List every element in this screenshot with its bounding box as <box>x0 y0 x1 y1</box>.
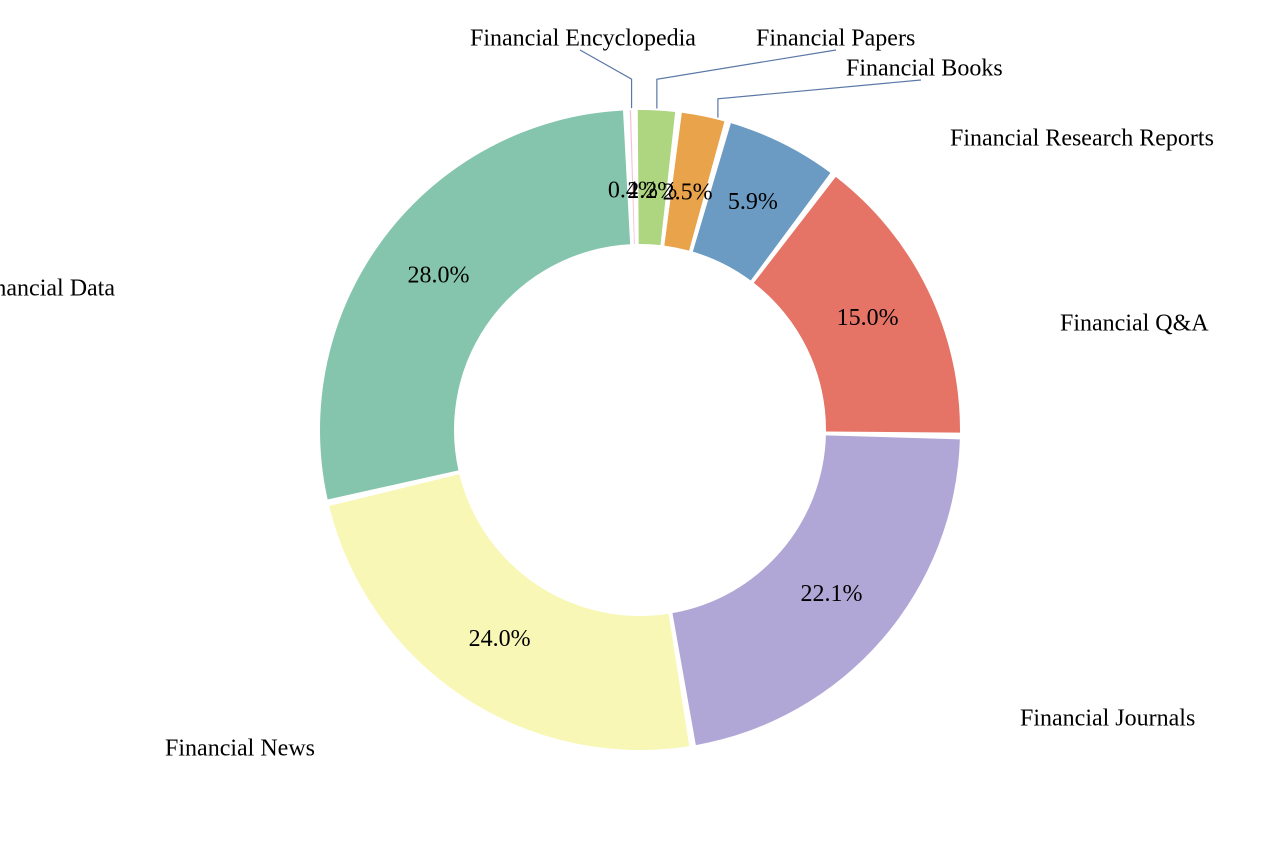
slice-category-label: Financial Books <box>846 56 1003 82</box>
slice-percent: 2.5% <box>663 179 713 205</box>
leader-line <box>657 50 836 108</box>
slice-percent: 15.0% <box>837 305 899 331</box>
slice-category-label: Financial Journals <box>1020 706 1195 732</box>
leader-line <box>718 80 921 118</box>
slice-category-label: General Financial Data <box>0 276 115 302</box>
donut-slices <box>320 110 960 750</box>
slice-category-label: Financial Research Reports <box>950 126 1214 152</box>
slice-percent: 22.1% <box>800 581 862 607</box>
donut-slice <box>320 110 630 499</box>
slice-category-label: Financial News <box>165 736 315 762</box>
slice-category-label: Financial Papers <box>756 26 915 52</box>
slice-percent: 24.0% <box>469 626 531 652</box>
donut-chart: 2.2%2.5%5.9%15.0%22.1%24.0%28.0%0.4%Fina… <box>0 0 1280 847</box>
slice-category-label: Financial Q&A <box>1060 311 1209 337</box>
slice-percent: 5.9% <box>728 189 778 215</box>
slice-category-label: Financial Encyclopedia <box>470 26 696 52</box>
leader-line <box>580 50 632 108</box>
donut-slice <box>329 474 689 750</box>
slice-percent: 0.4% <box>608 178 658 204</box>
slice-percent: 28.0% <box>408 262 470 288</box>
